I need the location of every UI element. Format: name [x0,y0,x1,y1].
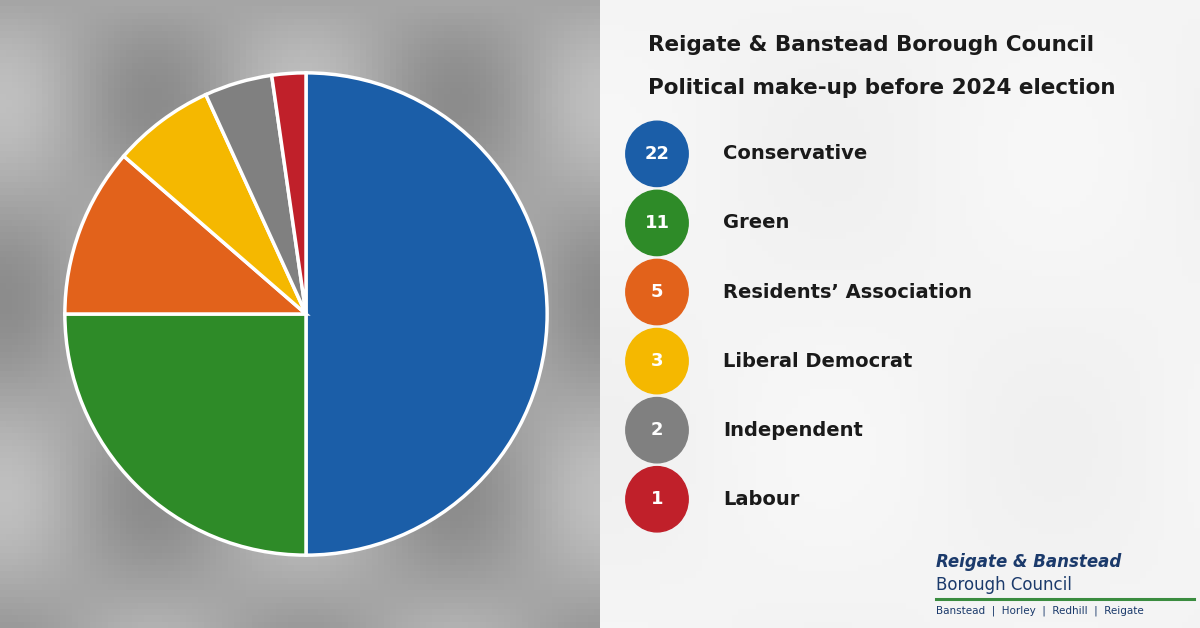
Text: Borough Council: Borough Council [936,577,1072,594]
Text: Banstead  |  Horley  |  Redhill  |  Reigate: Banstead | Horley | Redhill | Reigate [936,605,1144,615]
Circle shape [626,467,689,532]
Circle shape [626,328,689,394]
Circle shape [626,259,689,325]
Text: 11: 11 [644,214,670,232]
Text: 2: 2 [650,421,664,439]
Circle shape [626,398,689,463]
Text: Independent: Independent [722,421,863,440]
Wedge shape [306,73,547,555]
Text: 1: 1 [650,490,664,508]
Wedge shape [65,156,306,314]
Text: Reigate & Banstead Borough Council: Reigate & Banstead Borough Council [648,35,1094,55]
Text: Liberal Democrat: Liberal Democrat [722,352,912,371]
Circle shape [626,121,689,187]
Text: Green: Green [722,214,790,232]
Wedge shape [124,95,306,314]
Text: 3: 3 [650,352,664,370]
Circle shape [626,190,689,256]
Text: Reigate & Banstead: Reigate & Banstead [936,553,1121,571]
Text: 5: 5 [650,283,664,301]
Text: Conservative: Conservative [722,144,868,163]
Wedge shape [206,75,306,314]
Wedge shape [271,73,306,314]
Wedge shape [65,314,306,555]
Text: Political make-up before 2024 election: Political make-up before 2024 election [648,78,1116,99]
Text: 22: 22 [644,145,670,163]
Text: Residents’ Association: Residents’ Association [722,283,972,301]
Text: Labour: Labour [722,490,799,509]
